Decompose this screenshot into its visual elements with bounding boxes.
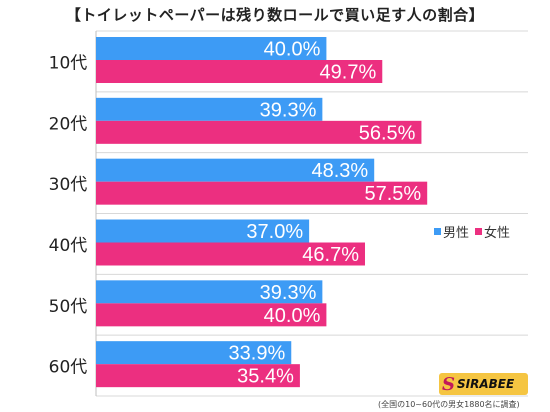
data-label-male: 39.3% xyxy=(260,282,317,304)
data-label-female: 46.7% xyxy=(302,244,359,266)
data-label-female: 57.5% xyxy=(364,183,421,205)
category-label: 30代 xyxy=(49,175,88,195)
category-label: 20代 xyxy=(49,114,88,134)
category-label: 50代 xyxy=(49,297,88,317)
data-label-male: 40.0% xyxy=(264,39,321,61)
legend-label-male: 男性 xyxy=(443,225,470,241)
bar-female xyxy=(96,120,422,144)
footnote: (全国の10~60代の男女1880名に調査) xyxy=(378,400,520,409)
bar-female xyxy=(96,364,300,388)
bar-male xyxy=(96,37,327,60)
bar-female xyxy=(96,60,383,83)
data-label-male: 39.3% xyxy=(260,99,317,121)
legend-item-female: 女性 xyxy=(475,222,510,241)
bar-female xyxy=(96,303,327,327)
data-label-male: 33.9% xyxy=(229,343,286,365)
legend-item-male: 男性 xyxy=(434,222,469,241)
logo-word: SIRABEE xyxy=(457,377,515,391)
chart-title: 【トイレットペーパーは残り数ロールで買い足す人の割合】 xyxy=(65,6,485,24)
sirabee-logo: S SIRABEE xyxy=(439,373,528,395)
data-label-female: 40.0% xyxy=(264,305,321,327)
category-label: 10代 xyxy=(49,53,88,73)
bar-male xyxy=(96,97,323,121)
legend-swatch-female xyxy=(475,227,483,235)
legend-label-female: 女性 xyxy=(484,225,511,241)
category-label: 60代 xyxy=(49,358,88,378)
data-label-female: 35.4% xyxy=(237,366,294,388)
data-label-female: 49.7% xyxy=(320,62,377,84)
bar-male xyxy=(96,158,375,182)
bar-male xyxy=(96,280,323,304)
legend: 男性 女性 xyxy=(434,222,526,241)
bar-male xyxy=(96,219,310,243)
bar-female xyxy=(96,181,428,205)
bar-female xyxy=(96,242,365,266)
legend-swatch-male xyxy=(434,227,441,235)
bar-male xyxy=(96,341,292,365)
logo-mark: S xyxy=(442,373,455,395)
data-label-male: 48.3% xyxy=(311,160,368,182)
data-label-female: 56.5% xyxy=(359,122,416,144)
category-label: 40代 xyxy=(49,236,88,256)
data-label-male: 37.0% xyxy=(246,221,303,243)
